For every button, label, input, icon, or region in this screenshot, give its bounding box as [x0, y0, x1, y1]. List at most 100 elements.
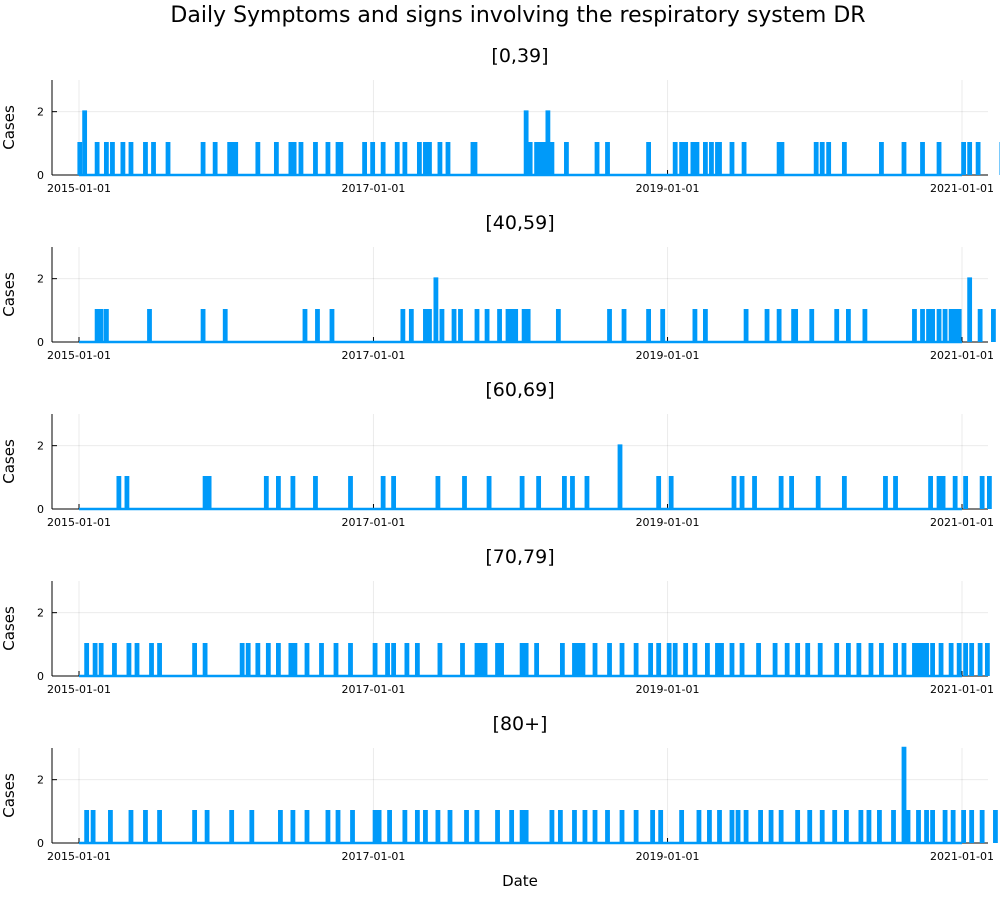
- panel-3: [70,79] 0 2 2015-01-01 2017-01-01 2019-01-01 2…: [0, 546, 994, 696]
- data-point: [809, 309, 815, 342]
- data-point: [793, 309, 799, 342]
- data-point: [967, 142, 973, 175]
- data-point: [901, 643, 907, 676]
- data-point: [607, 643, 612, 676]
- data-point: [743, 309, 749, 342]
- data-point: [893, 643, 898, 676]
- data-point: [495, 810, 500, 843]
- y-tick-label: 0: [37, 336, 44, 349]
- data-point: [391, 643, 397, 676]
- y-tick-label: 0: [37, 837, 44, 850]
- data-point: [204, 810, 210, 843]
- data-point: [521, 309, 527, 342]
- data-point: [290, 810, 296, 843]
- data-point: [273, 142, 279, 175]
- x-tick-label: 2015-01-01: [47, 182, 111, 195]
- data-point: [582, 810, 588, 843]
- data-point: [779, 142, 785, 175]
- x-tick-label: 2021-01-01: [930, 683, 994, 696]
- data-point: [572, 810, 577, 843]
- data-point: [707, 810, 712, 843]
- data-point: [404, 643, 410, 676]
- data-point: [545, 110, 551, 175]
- data-point: [979, 476, 985, 509]
- data-point: [843, 810, 849, 843]
- data-point: [948, 309, 954, 342]
- data-point: [335, 810, 341, 843]
- data-point: [112, 643, 117, 676]
- data-point: [756, 643, 761, 676]
- data-point: [683, 643, 689, 676]
- data-point: [255, 142, 261, 175]
- data-point: [646, 142, 651, 175]
- panel-title: [60,69]: [485, 379, 554, 401]
- data-point: [380, 476, 386, 509]
- data-point: [592, 810, 598, 843]
- data-point: [715, 643, 720, 676]
- data-point: [920, 142, 925, 175]
- data-point: [834, 309, 840, 342]
- data-point: [930, 810, 935, 843]
- data-point: [313, 142, 318, 175]
- panel-1: [40,59] 0 2 2015-01-01 2017-01-01 2019-01-01 2…: [0, 212, 996, 362]
- data-point: [930, 309, 935, 342]
- data-point: [265, 643, 271, 676]
- data-point: [278, 810, 283, 843]
- data-point: [495, 643, 500, 676]
- data-point: [385, 643, 390, 676]
- data-point: [692, 309, 698, 342]
- data-point: [509, 309, 515, 342]
- y-tick-label: 2: [37, 440, 44, 453]
- data-point: [200, 142, 206, 175]
- data-point: [445, 142, 451, 175]
- data-point: [523, 810, 529, 843]
- data-point: [276, 476, 281, 509]
- data-point: [451, 309, 457, 342]
- data-point: [784, 643, 790, 676]
- data-point: [916, 643, 921, 676]
- data-point: [372, 810, 378, 843]
- data-point: [731, 476, 737, 509]
- data-point: [956, 643, 962, 676]
- data-point: [656, 476, 662, 509]
- data-point: [893, 476, 898, 509]
- data-point: [920, 643, 925, 676]
- data-point: [991, 309, 996, 342]
- data-point: [329, 309, 335, 342]
- data-point: [977, 643, 983, 676]
- data-point: [617, 444, 623, 509]
- x-tick-label: 2015-01-01: [47, 850, 111, 863]
- data-point: [961, 810, 967, 843]
- data-point: [956, 309, 962, 342]
- data-point: [778, 476, 784, 509]
- data-point: [739, 476, 745, 509]
- data-point: [505, 309, 511, 342]
- data-point: [758, 810, 763, 843]
- data-point: [523, 110, 529, 175]
- data-point: [151, 142, 156, 175]
- data-point: [702, 142, 708, 175]
- data-point: [993, 810, 998, 843]
- data-point: [963, 643, 969, 676]
- data-point: [319, 643, 324, 676]
- data-point: [570, 476, 575, 509]
- x-tick-label: 2021-01-01: [930, 182, 994, 195]
- data-point: [315, 309, 320, 342]
- data-point: [435, 810, 441, 843]
- data-point: [961, 142, 967, 175]
- y-tick-label: 0: [37, 503, 44, 516]
- panel-title: [40,59]: [485, 212, 554, 234]
- data-point: [414, 643, 420, 676]
- data-point: [239, 643, 245, 676]
- data-point: [229, 810, 235, 843]
- data-point: [509, 810, 515, 843]
- data-point: [778, 810, 784, 843]
- data-point: [202, 476, 208, 509]
- data-point: [658, 810, 664, 843]
- data-point: [149, 643, 154, 676]
- data-point: [646, 309, 651, 342]
- data-point: [534, 643, 540, 676]
- data-point: [402, 810, 408, 843]
- data-point: [124, 476, 130, 509]
